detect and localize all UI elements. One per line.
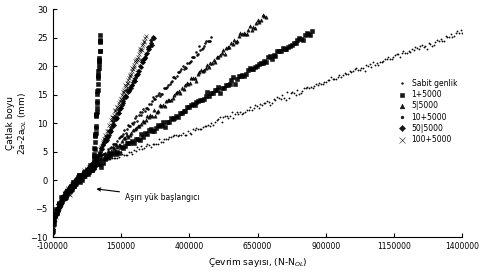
5|5000 [79, 174, 85, 177]
100+5000 [137, 47, 143, 51]
Y-axis label: Çatlak boyu
2a-2a$_{OL}$ (mm): Çatlak boyu 2a-2a$_{OL}$ (mm) [5, 92, 29, 155]
1+5000 [309, 30, 315, 33]
Sabit genlik [50, 223, 56, 226]
10+5000 [85, 170, 91, 173]
Sabit genlik [458, 31, 464, 35]
5|5000 [100, 157, 106, 160]
5|5000 [49, 230, 55, 234]
100+5000 [73, 182, 79, 185]
1+5000 [277, 50, 283, 53]
Sabit genlik [264, 99, 270, 102]
5|5000 [73, 178, 78, 182]
Line: Sabit genlik: Sabit genlik [51, 28, 463, 230]
Sabit genlik [49, 227, 55, 230]
10+5000 [208, 35, 213, 39]
Line: 50|5000: 50|5000 [51, 35, 155, 230]
100+5000 [106, 129, 111, 132]
5|5000 [259, 13, 265, 17]
10+5000 [184, 61, 190, 64]
50|5000 [49, 227, 55, 230]
Line: 100+5000: 100+5000 [50, 34, 147, 231]
50|5000 [128, 84, 134, 87]
10+5000 [69, 185, 75, 188]
100+5000 [66, 188, 72, 192]
Sabit genlik [254, 104, 259, 107]
1+5000 [160, 120, 166, 124]
50|5000 [66, 186, 72, 189]
50|5000 [73, 181, 79, 184]
50|5000 [108, 129, 114, 132]
1+5000 [55, 207, 60, 211]
100+5000 [96, 152, 102, 156]
Sabit genlik [411, 45, 417, 48]
50|5000 [150, 35, 155, 39]
Line: 5|5000: 5|5000 [51, 13, 267, 234]
X-axis label: Çevrim sayısı, (N-N$_{OL}$): Çevrim sayısı, (N-N$_{OL}$) [207, 257, 307, 269]
Legend: Sabit genlik, 1+5000, 5|5000, 10+5000, 50|5000, 100+5000: Sabit genlik, 1+5000, 5|5000, 10+5000, 5… [392, 77, 458, 146]
Sabit genlik [457, 28, 463, 31]
1+5000 [69, 185, 75, 188]
Line: 1+5000: 1+5000 [51, 30, 313, 232]
5|5000 [262, 15, 268, 18]
5|5000 [114, 145, 120, 149]
100+5000 [49, 227, 55, 230]
Text: Aşırı yük başlangıcı: Aşırı yük başlangıcı [97, 188, 199, 202]
5|5000 [77, 177, 83, 180]
50|5000 [151, 36, 156, 40]
1+5000 [58, 195, 64, 199]
Line: 10+5000: 10+5000 [50, 35, 212, 235]
10+5000 [49, 232, 55, 235]
5|5000 [60, 195, 66, 198]
50|5000 [144, 48, 150, 51]
1+5000 [49, 229, 55, 232]
50|5000 [97, 152, 103, 156]
Sabit genlik [379, 59, 385, 63]
Sabit genlik [255, 106, 261, 110]
10+5000 [60, 196, 66, 199]
100+5000 [123, 85, 129, 88]
10+5000 [201, 44, 207, 47]
100+5000 [142, 35, 148, 38]
10+5000 [51, 218, 57, 221]
1+5000 [91, 165, 96, 168]
